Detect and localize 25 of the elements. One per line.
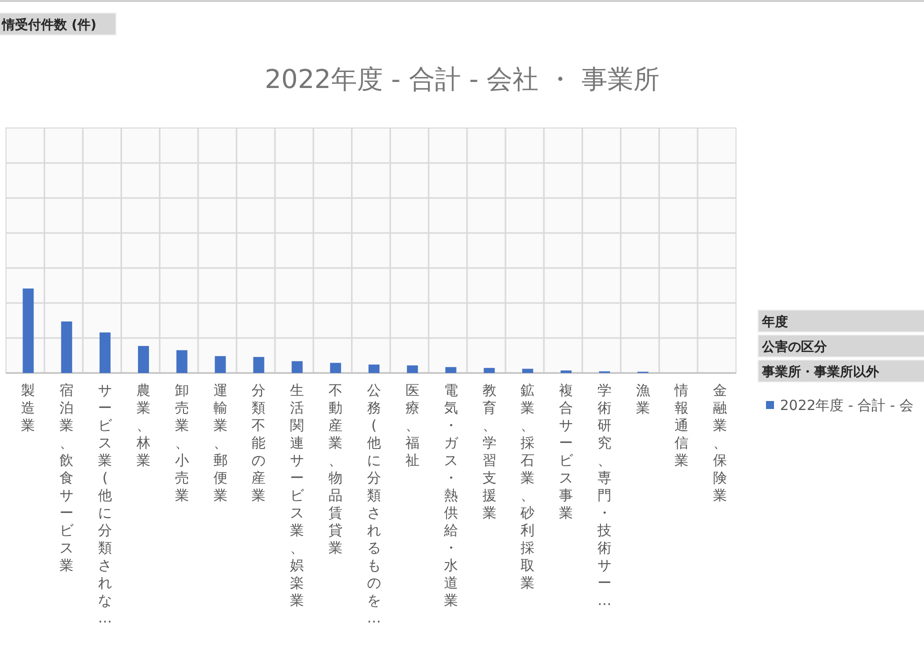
x-tick-label: 情報通信業 bbox=[673, 383, 688, 469]
text: 事業所・事業所以外 bbox=[761, 364, 880, 380]
x-tick-label: 金融業、保険業 bbox=[712, 383, 727, 504]
x-tick-label: 運輸業、郵便業 bbox=[213, 383, 228, 504]
x-tick-label: 教育、学習支援業 bbox=[482, 383, 496, 522]
x-tick-label: 複合サービス事業 bbox=[559, 383, 574, 522]
text: 公害の区分 bbox=[761, 339, 828, 355]
category-label: 生活関連サービス業、娯楽業 bbox=[290, 383, 304, 609]
category-label: 電気・ガス・熱供給・水道業 bbox=[444, 383, 458, 609]
category-label: 宿泊業、飲食サービス業 bbox=[60, 383, 74, 574]
x-tick-label: 漁業 bbox=[636, 383, 650, 416]
category-label: サービス業(他に分類されな… bbox=[98, 383, 112, 626]
category-label: 学術研究、専門・技術サー… bbox=[598, 383, 612, 609]
text: 年度 bbox=[761, 314, 788, 330]
x-tick-label: 分類不能の産業 bbox=[252, 383, 266, 504]
category-label: 公務(他に分類されるものを… bbox=[367, 383, 381, 626]
x-tick-label: 医療、福祉 bbox=[405, 383, 420, 469]
x-tick-label: 農業、林業 bbox=[135, 383, 150, 469]
text: 情受付件数 (件) bbox=[1, 17, 96, 33]
x-tick-label: 卸売業、小売業 bbox=[174, 383, 189, 504]
legend-label: 2022年度 - 合計 - 会 bbox=[780, 398, 914, 414]
category-label: 不動産業、物品賃貸業 bbox=[328, 383, 343, 556]
category-label: 鉱業、採石業、砂利採取業 bbox=[520, 383, 535, 592]
chart-title: 2022年度 - 合計 - 会社 ・ 事業所 bbox=[264, 65, 660, 95]
x-tick-label: 製造業 bbox=[21, 383, 36, 434]
